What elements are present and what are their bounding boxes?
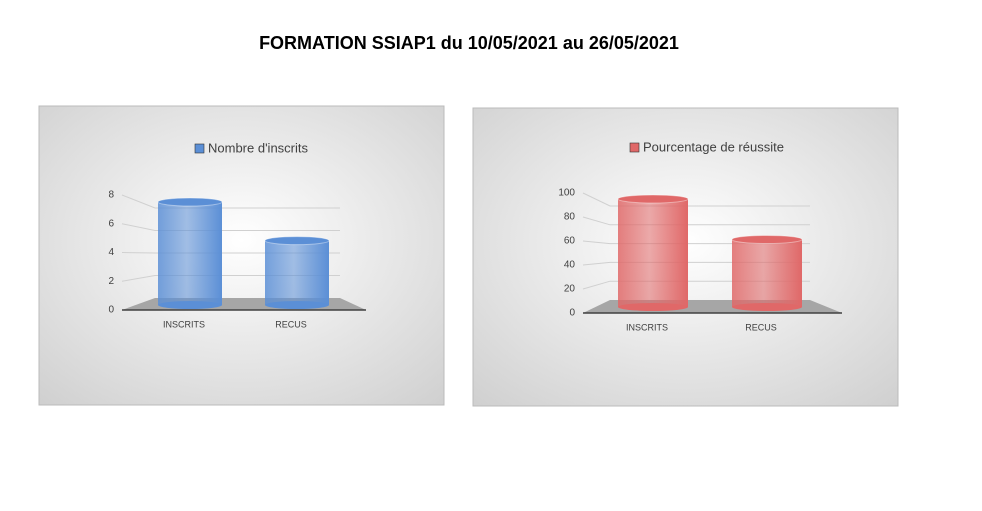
grid-line <box>121 223 340 231</box>
grid-line <box>582 192 810 207</box>
bar-top <box>731 235 803 244</box>
y-tick-label: 4 <box>108 247 114 258</box>
y-tick-label: 60 <box>564 236 576 247</box>
bar <box>265 240 329 305</box>
page-title: FORMATION SSIAP1 du 10/05/2021 au 26/05/… <box>259 33 679 53</box>
grid-line <box>121 194 340 209</box>
y-tick-label: 80 <box>564 212 576 223</box>
legend-label: Pourcentage de réussite <box>643 139 784 154</box>
x-tick-label: RECUS <box>275 319 307 329</box>
y-tick-label: 6 <box>108 218 114 229</box>
y-tick-label: 0 <box>569 308 575 319</box>
y-tick-label: 40 <box>564 260 576 271</box>
x-tick-label: INSCRITS <box>163 319 205 329</box>
y-tick-label: 100 <box>558 188 575 199</box>
x-tick-label: RECUS <box>745 322 777 332</box>
legend-swatch <box>194 143 205 154</box>
bar-top <box>264 236 330 246</box>
bar <box>732 239 802 307</box>
y-tick-label: 2 <box>108 276 114 287</box>
legend-swatch <box>629 142 640 153</box>
y-tick-label: 0 <box>108 305 114 316</box>
grid-line <box>582 216 810 226</box>
chart-panel <box>38 105 445 406</box>
bar <box>158 202 222 305</box>
bar-top <box>617 194 689 204</box>
legend-label: Nombre d'inscrits <box>208 140 309 155</box>
y-tick-label: 20 <box>564 284 576 295</box>
bar <box>618 199 688 307</box>
x-tick-label: INSCRITS <box>626 322 668 332</box>
y-tick-label: 8 <box>108 190 114 201</box>
bar-top <box>157 197 223 207</box>
